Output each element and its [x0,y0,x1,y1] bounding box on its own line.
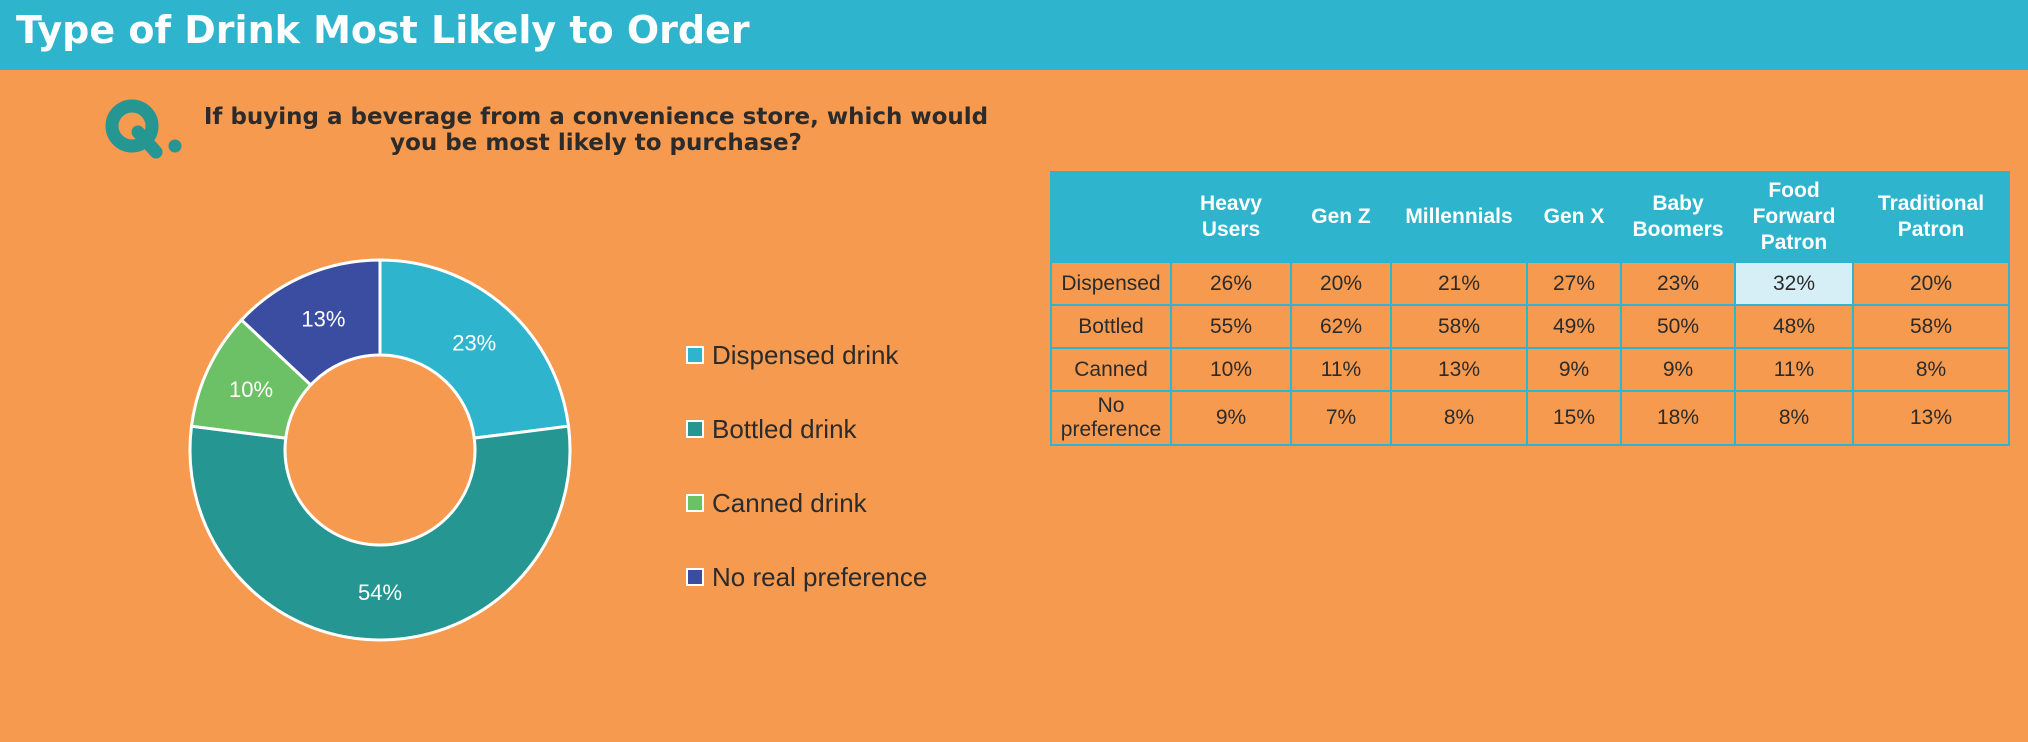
column-header: Gen Z [1290,171,1392,263]
donut-slice-bottled-drink [188,424,572,642]
survey-question: If buying a beverage from a convenience … [203,104,989,156]
legend-item: Dispensed drink [686,318,927,392]
table-cell: 8% [1390,390,1528,446]
legend-item: Bottled drink [686,392,927,466]
table-cell: 11% [1734,347,1854,392]
header-bar: Type of Drink Most Likely to Order [0,0,2028,70]
table-cell: 18% [1620,390,1736,446]
table-cell: 50% [1620,304,1736,349]
legend-swatch [686,420,704,438]
legend-label: No real preference [712,561,928,592]
legend-label: Bottled drink [712,413,857,444]
chart-legend: Dispensed drink Bottled drink Canned drink… [686,318,927,614]
q-letter-icon [105,99,182,159]
row-label: No preference [1050,390,1172,446]
table-cell: 58% [1852,304,2010,349]
table-cell: 55% [1170,304,1292,349]
column-header: Gen X [1526,171,1622,263]
page-title: Type of Drink Most Likely to Order [16,8,750,52]
table-cell: 13% [1852,390,2010,446]
table-cell: 23% [1620,261,1736,306]
legend-label: Canned drink [712,487,867,518]
row-label: Bottled [1050,304,1172,349]
table-cell: 7% [1290,390,1392,446]
table-cell: 11% [1290,347,1392,392]
legend-swatch [686,568,704,586]
table-cell: 15% [1526,390,1622,446]
row-label: Dispensed [1050,261,1172,306]
donut-chart-svg: 23% 54% 10% 13% [188,258,572,642]
column-header: Traditional Patron [1852,171,2010,263]
table-cell: 20% [1852,261,2010,306]
preference-table: Heavy Users Gen Z Millennials Gen X Baby Boo… [1050,171,2010,446]
donut-slice-no-real-preference [239,258,382,388]
table-cell: 8% [1852,347,2010,392]
table-cell: 13% [1390,347,1528,392]
legend-swatch [686,494,704,512]
donut-data-label: 54% [358,580,402,605]
column-header: Food Forward Patron [1734,171,1854,263]
legend-item: No real preference [686,540,927,614]
column-header: Millennials [1390,171,1528,263]
table-header-row: Heavy Users Gen Z Millennials Gen X Baby Boo… [1050,171,2010,263]
legend-label: Dispensed drink [712,339,899,370]
column-header [1050,171,1172,263]
table-body: Dispensed 26% 20% 21% 27% 23% 32% 20% Bottled 55%… [1050,261,2010,446]
donut-slice-dispensed-drink [378,258,571,440]
table-cell: 21% [1390,261,1528,306]
table-cell: 48% [1734,304,1854,349]
legend-swatch [686,346,704,364]
table-cell: 26% [1170,261,1292,306]
table-row: Dispensed 26% 20% 21% 27% 23% 32% 20% [1050,261,2010,306]
table-cell: 49% [1526,304,1622,349]
table-row: Bottled 55% 62% 58% 49% 50% 48% 58% [1050,304,2010,349]
table-row: No preference 9% 7% 8% 15% 18% 8% 13% [1050,390,2010,446]
table-cell: 9% [1526,347,1622,392]
legend-item: Canned drink [686,466,927,540]
column-header: Baby Boomers [1620,171,1736,263]
table-cell: 27% [1526,261,1622,306]
table-cell: 9% [1620,347,1736,392]
table-cell: 58% [1390,304,1528,349]
table-cell: 62% [1290,304,1392,349]
table-cell: 8% [1734,390,1854,446]
row-label: Canned [1050,347,1172,392]
donut-chart: 23% 54% 10% 13% [180,250,580,650]
column-header: Heavy Users [1170,171,1292,263]
donut-data-label: 23% [452,331,496,356]
table-cell: 9% [1170,390,1292,446]
donut-data-label: 13% [301,307,345,332]
donut-data-label: 10% [229,377,273,402]
table-row: Canned 10% 11% 13% 9% 9% 11% 8% [1050,347,2010,392]
table-cell: 10% [1170,347,1292,392]
table-cell: 32% [1734,261,1854,306]
table-cell: 20% [1290,261,1392,306]
